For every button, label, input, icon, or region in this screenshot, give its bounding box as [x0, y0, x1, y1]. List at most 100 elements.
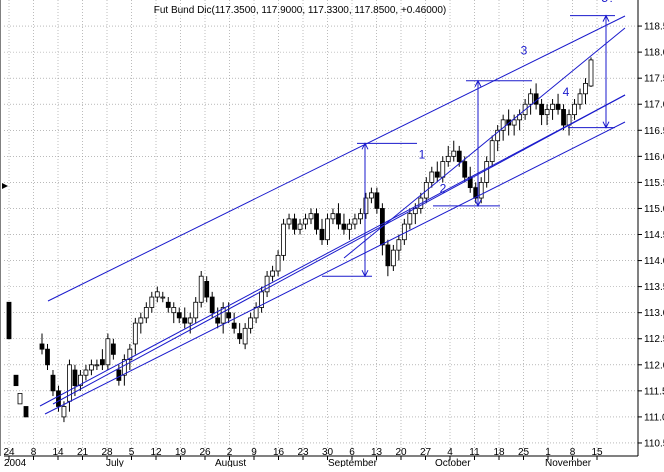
candle	[577, 88, 583, 110]
early-price-mark	[13, 374, 19, 387]
x-tick-label: 18	[493, 447, 505, 458]
candle-body	[237, 333, 243, 340]
channel-line	[47, 15, 626, 302]
candle	[83, 364, 89, 381]
candle	[347, 218, 352, 240]
y-tick-label: 115.0	[644, 204, 664, 215]
candle-body	[583, 82, 588, 95]
candle-body	[182, 317, 188, 324]
x-tick-label: 20	[395, 447, 407, 458]
candle-body	[198, 275, 204, 303]
candle	[352, 213, 358, 230]
candle-body	[204, 281, 210, 298]
candle-body	[368, 192, 374, 199]
x-tick-label: 25	[518, 447, 530, 458]
candle	[341, 213, 347, 235]
candle-body	[506, 119, 512, 126]
candle	[462, 156, 468, 183]
candle	[561, 104, 566, 131]
candle-body	[478, 181, 484, 199]
candle-body	[45, 348, 50, 366]
candle-body	[352, 218, 358, 225]
candle-body	[160, 296, 166, 299]
wave-label: 4	[563, 85, 570, 99]
left-edge-marker	[2, 183, 8, 189]
channel-line	[39, 94, 626, 407]
candle-body	[138, 317, 144, 324]
candle	[160, 291, 166, 303]
candle-body	[528, 93, 534, 105]
candle	[154, 286, 160, 303]
candle-body	[484, 161, 490, 183]
candle	[94, 359, 100, 371]
candle	[314, 208, 319, 235]
y-tick-label: 111.5	[644, 386, 664, 397]
candle	[445, 145, 451, 167]
channel-line	[52, 94, 626, 405]
y-tick-label: 114.0	[644, 256, 664, 267]
candle-body	[187, 317, 193, 324]
x-tick-label: 27	[420, 447, 432, 458]
candle-body	[451, 150, 457, 157]
candle-body	[242, 327, 248, 345]
candle-body	[456, 150, 462, 162]
candle-body	[89, 364, 94, 371]
candle-body	[215, 317, 221, 324]
x-tick-label: 9	[251, 447, 257, 458]
candle	[105, 333, 111, 371]
candle	[209, 291, 215, 318]
candle-body	[292, 218, 297, 230]
candle-body	[78, 374, 83, 387]
projection-arrow-head	[474, 199, 482, 207]
candle-body	[275, 254, 281, 272]
candle	[297, 218, 303, 235]
candle	[506, 109, 512, 136]
candle	[89, 359, 94, 376]
candle-body	[72, 369, 78, 387]
channel-line	[343, 27, 626, 259]
x-tick-label: 8	[570, 447, 576, 458]
candle-body	[121, 359, 127, 376]
candle	[325, 213, 330, 245]
candle	[572, 99, 577, 120]
candle-body	[363, 197, 369, 215]
candle-body	[110, 343, 116, 355]
grid-layer	[4, 0, 638, 456]
candle	[495, 125, 501, 152]
wave-label: 1	[419, 148, 426, 162]
wave-label: 2	[440, 181, 447, 195]
candle	[473, 182, 479, 204]
candle	[143, 302, 149, 324]
candle-body	[440, 161, 446, 178]
candle-body	[226, 312, 232, 319]
y-tick-label: 117.5	[644, 74, 664, 85]
y-tick-label: 110.5	[644, 438, 664, 449]
y-tick-label: 115.5	[644, 178, 664, 189]
candle	[121, 354, 127, 386]
y-tick-label: 113.5	[644, 282, 664, 293]
y-tick-label: 118.0	[644, 48, 664, 59]
candle-body	[319, 228, 325, 241]
candle	[303, 213, 308, 230]
candle-body	[314, 213, 319, 230]
candle-body	[286, 218, 292, 225]
candle	[379, 203, 385, 256]
x-tick-label: 14	[52, 447, 64, 458]
candle-body	[555, 103, 561, 110]
candle-body	[248, 317, 254, 329]
candle	[308, 208, 314, 225]
x-month-label: July	[106, 458, 124, 467]
candle	[281, 218, 286, 261]
x-tick-label: 15	[591, 447, 603, 458]
candle	[363, 192, 369, 219]
candle	[237, 323, 243, 344]
candle-body	[209, 296, 215, 314]
projection-arrow-head	[361, 269, 369, 278]
candle-body	[231, 322, 237, 329]
candle	[165, 297, 171, 313]
x-tick-label: 21	[77, 447, 89, 458]
candle-body	[396, 239, 402, 251]
candle-body	[325, 218, 330, 241]
